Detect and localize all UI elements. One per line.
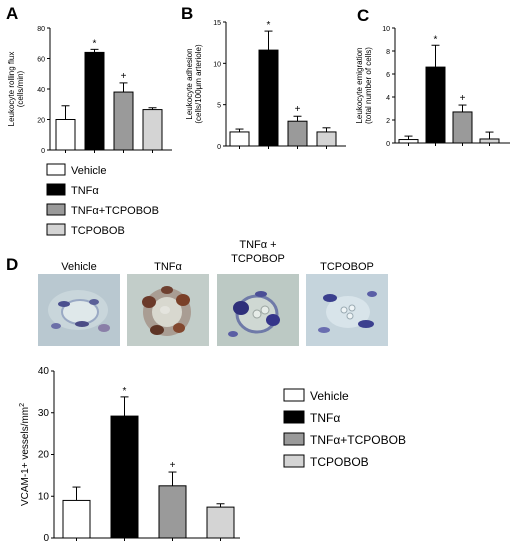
chart-c: 0 2 4 6 8 10 Leukocyte emigration (total number… bbox=[355, 26, 510, 148]
y-tick-label: 6 bbox=[386, 72, 390, 79]
bar bbox=[479, 138, 500, 144]
bar bbox=[84, 51, 105, 151]
y-axis-label: (cells/min) bbox=[16, 70, 25, 107]
significance-star: * bbox=[123, 386, 127, 397]
y-tick-label: 60 bbox=[37, 57, 45, 64]
legend-swatch bbox=[46, 223, 66, 236]
significance-star: * bbox=[93, 38, 97, 49]
micrograph-tcpobop bbox=[306, 274, 388, 346]
y-tick-label: 10 bbox=[38, 491, 50, 502]
y-tick-label: 40 bbox=[38, 366, 50, 377]
bar bbox=[158, 485, 187, 539]
y-axis-label: Leukocyte adhesion bbox=[185, 48, 194, 119]
bar bbox=[142, 109, 163, 151]
significance-plus: + bbox=[170, 460, 176, 471]
y-tick-label: 10 bbox=[213, 61, 221, 68]
y-tick-label: 8 bbox=[386, 49, 390, 56]
bar bbox=[229, 131, 250, 147]
bar bbox=[316, 131, 337, 147]
legend-swatch bbox=[283, 454, 305, 468]
y-tick-label: 40 bbox=[37, 87, 45, 94]
bar bbox=[113, 91, 134, 151]
bar bbox=[55, 119, 76, 151]
legend-swatch bbox=[46, 203, 66, 216]
bar bbox=[206, 506, 235, 539]
bar bbox=[258, 49, 279, 147]
legend-swatch bbox=[283, 432, 305, 446]
chart-b: 0 5 10 15 Leukocyte adhesion (cells/100μm art… bbox=[185, 20, 346, 151]
legend-swatch bbox=[283, 410, 305, 424]
micrograph-label: Vehicle bbox=[61, 261, 96, 273]
y-axis-label: (cells/100μm arteriole) bbox=[194, 44, 203, 124]
legend-swatch bbox=[46, 183, 66, 196]
significance-plus: + bbox=[295, 104, 301, 115]
y-axis-label: Leukocyte rolling flux bbox=[7, 52, 16, 127]
significance-plus: + bbox=[460, 93, 466, 104]
bar bbox=[287, 120, 308, 147]
y-tick-label: 0 bbox=[43, 533, 49, 544]
micrograph-label: TCPOBOP bbox=[231, 253, 285, 265]
legend-swatch bbox=[46, 163, 66, 176]
y-tick-label: 80 bbox=[37, 26, 45, 33]
y-axis-label: VCAM-1+ vessels/mm2 bbox=[19, 403, 31, 506]
micrograph-tnfa-tcpobop bbox=[217, 274, 299, 346]
legend-label: TNFα bbox=[310, 411, 340, 425]
micrograph-labels: Vehicle TNFα TNFα + TCPOBOP TCPOBOP bbox=[61, 239, 374, 273]
y-tick-label: 15 bbox=[213, 20, 221, 27]
significance-plus: + bbox=[121, 71, 127, 82]
y-tick-label: 0 bbox=[386, 141, 390, 148]
bar bbox=[110, 415, 139, 539]
y-axis-label: (total number of cells) bbox=[364, 47, 373, 124]
panel-letter-c: C bbox=[357, 6, 369, 25]
micrograph-tnfa bbox=[127, 274, 209, 346]
legend-label: TCPOBOB bbox=[310, 455, 369, 469]
y-tick-label: 2 bbox=[386, 118, 390, 125]
legend-bottom: Vehicle TNFα TNFα+TCPOBOB TCPOBOB bbox=[283, 388, 406, 469]
y-axis-label: Leukocyte emigration bbox=[355, 47, 364, 123]
y-tick-label: 20 bbox=[38, 450, 50, 461]
y-tick-label: 20 bbox=[37, 118, 45, 125]
panel-letter-d: D bbox=[6, 255, 18, 274]
y-tick-label: 0 bbox=[217, 144, 221, 151]
legend-label: TNFα+TCPOBOB bbox=[71, 205, 159, 217]
micrograph-vehicle bbox=[38, 274, 120, 346]
chart-a: 0 20 40 60 80 Leukocyte rolling flux (cells/mi… bbox=[7, 26, 172, 155]
significance-star: * bbox=[434, 34, 438, 45]
y-tick-label: 30 bbox=[38, 408, 50, 419]
y-tick-label: 0 bbox=[41, 148, 45, 155]
panel-letter-b: B bbox=[181, 4, 193, 23]
legend-swatch bbox=[283, 388, 305, 402]
significance-star: * bbox=[267, 20, 271, 31]
legend-top: Vehicle TNFα TNFα+TCPOBOB TCPOBOB bbox=[46, 163, 159, 237]
micrograph-label: TNFα bbox=[154, 261, 182, 273]
micrograph-label: TCPOBOP bbox=[320, 261, 374, 273]
y-tick-label: 10 bbox=[382, 26, 390, 33]
legend-label: Vehicle bbox=[310, 389, 349, 403]
y-tick-label: 4 bbox=[386, 95, 390, 102]
panel-letter-a: A bbox=[6, 4, 18, 23]
bar bbox=[62, 499, 91, 539]
chart-d: 0 10 20 30 40 VCAM-1+ vessels/mm2 * + bbox=[19, 366, 240, 544]
legend-label: TNFα+TCPOBOB bbox=[310, 433, 406, 447]
legend-label: Vehicle bbox=[71, 165, 106, 177]
legend-label: TCPOBOB bbox=[71, 225, 125, 237]
micrograph-label: TNFα + bbox=[239, 239, 276, 251]
bar bbox=[452, 111, 473, 144]
y-tick-label: 5 bbox=[217, 103, 221, 110]
bar bbox=[425, 66, 446, 144]
legend-label: TNFα bbox=[71, 185, 99, 197]
bar bbox=[398, 139, 419, 144]
